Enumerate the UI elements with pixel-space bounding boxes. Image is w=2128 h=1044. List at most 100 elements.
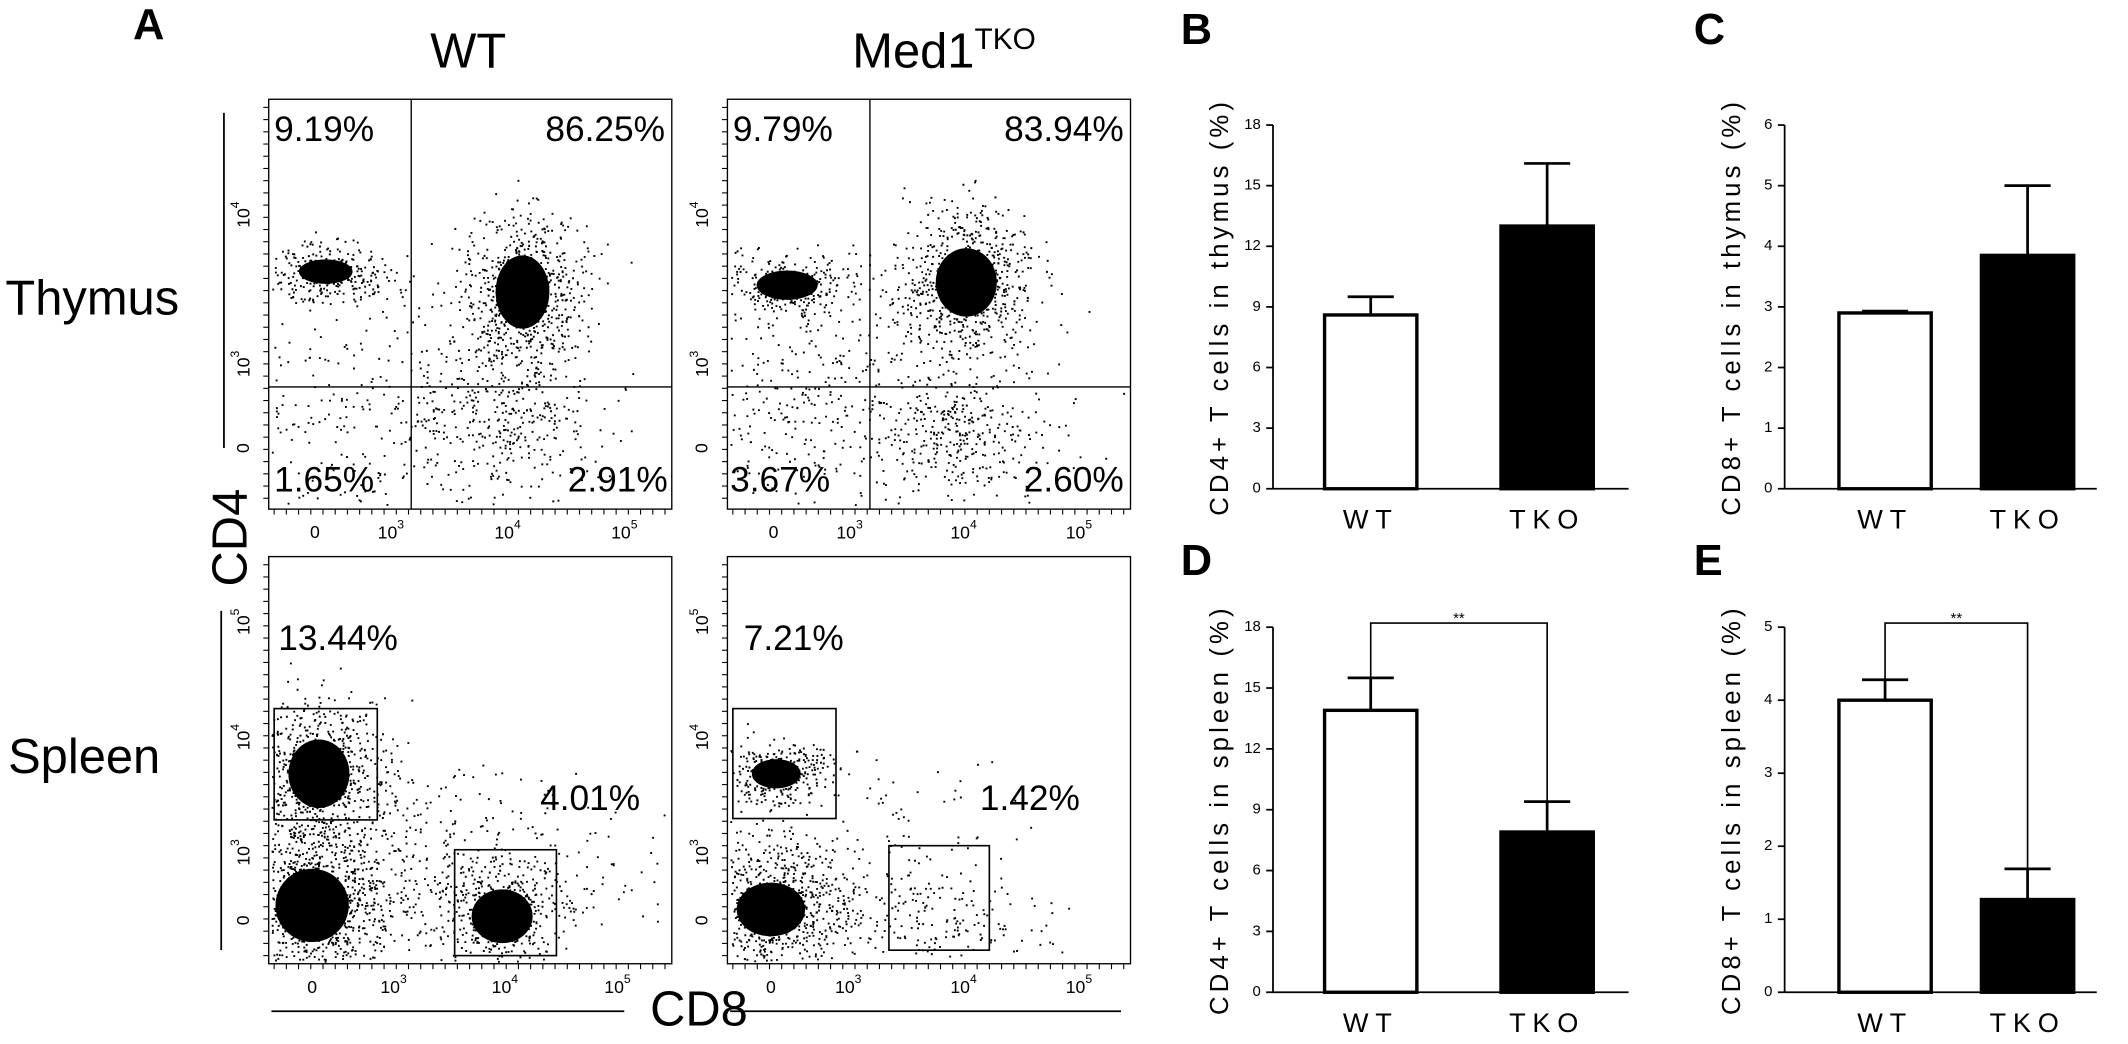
- y-tick-label: 6: [1252, 358, 1260, 375]
- significance: **: [1951, 610, 1963, 627]
- tick-exp: 3: [228, 839, 242, 846]
- tick-label: 104: [494, 518, 521, 543]
- y-tick-label: 1: [1764, 910, 1772, 927]
- tick-exp: 4: [687, 724, 701, 731]
- tick-base: 10: [380, 977, 400, 997]
- tick-exp: 3: [687, 839, 701, 846]
- bar: [1979, 253, 2076, 491]
- bar: [1837, 698, 1933, 994]
- header-text: Med1: [852, 24, 974, 78]
- tick-base: 10: [692, 357, 712, 377]
- y-tick-label: 0: [1252, 983, 1260, 1000]
- tick-exp: 4: [511, 972, 518, 986]
- cell-dots: [271, 662, 666, 963]
- tick-label: 105: [687, 608, 712, 635]
- tick-label: 104: [687, 201, 712, 228]
- tick-exp: 5: [1085, 972, 1092, 986]
- significance: **: [1453, 610, 1465, 627]
- category-label: TKO: [1990, 1007, 2066, 1038]
- tick-base: 10: [692, 208, 712, 228]
- plot-frame: [268, 98, 673, 510]
- column-header: Med1TKO: [852, 23, 1036, 79]
- tick-base: 10: [1066, 977, 1086, 997]
- significance-bracket: [1369, 622, 1548, 802]
- y-tick-label: 18: [1244, 116, 1261, 133]
- y-tick-label: 4: [1764, 237, 1772, 254]
- y-tick-label: 6: [1764, 116, 1772, 133]
- tick-label: 0: [769, 522, 779, 542]
- y-tick-label: 12: [1244, 740, 1261, 757]
- tick-exp: 5: [228, 608, 242, 615]
- tick-label: 103: [380, 972, 407, 997]
- tick-base: 10: [950, 522, 970, 542]
- axis-label: CD4: [203, 489, 257, 587]
- percentage: 9.19%: [274, 110, 374, 149]
- bar: [1499, 830, 1595, 994]
- tick-exp: 4: [228, 201, 242, 208]
- y-tick-label: 4: [1764, 691, 1772, 708]
- percentage: 86.25%: [545, 110, 665, 149]
- category-label: WT: [1343, 503, 1399, 534]
- tick-base: 10: [1066, 522, 1086, 542]
- tick-base: 10: [692, 615, 712, 635]
- error-bar: [1862, 678, 1909, 701]
- gate: [888, 844, 991, 951]
- tick-label: 103: [836, 518, 863, 543]
- percentage: 2.60%: [1024, 460, 1124, 499]
- tick-exp: 3: [397, 518, 404, 532]
- tick-exp: 4: [970, 972, 977, 986]
- tick-base: 10: [492, 977, 512, 997]
- y-tick-label: 12: [1244, 237, 1261, 254]
- tick-label: 0: [233, 915, 253, 925]
- tick-base: 10: [692, 731, 712, 751]
- tick-exp: 4: [228, 724, 242, 731]
- y-tick-label: 0: [1252, 480, 1260, 497]
- tick-label: 0: [692, 443, 712, 453]
- y-tick-label: 5: [1764, 177, 1772, 194]
- column-header: WT: [430, 24, 506, 78]
- y-tick-label: 6: [1252, 861, 1260, 878]
- tick-base: 10: [233, 846, 253, 866]
- percentage: 7.21%: [744, 619, 844, 658]
- percentage: 83.94%: [1004, 110, 1124, 149]
- axis-label: CD8: [650, 983, 748, 1037]
- percentage: 3.67%: [730, 460, 830, 499]
- tick-exp: 5: [687, 608, 701, 615]
- error-bar: [1347, 676, 1394, 711]
- tick-base: 10: [836, 522, 856, 542]
- y-tick-label: 9: [1252, 801, 1260, 818]
- y-axis-label: CD4+ T cells in thymus (%): [1206, 98, 1234, 516]
- tick-label: 103: [687, 839, 712, 866]
- category-label: WT: [1343, 1007, 1399, 1038]
- tick-label: 104: [492, 972, 519, 997]
- error-bar: [2004, 867, 2051, 900]
- tick-label: 103: [228, 350, 253, 377]
- bar: [1979, 897, 2076, 994]
- tick-label: 0: [310, 522, 320, 542]
- tick-label: 105: [1066, 972, 1093, 997]
- tick-exp: 5: [631, 518, 638, 532]
- tick-label: 104: [950, 972, 977, 997]
- row-label: Spleen: [8, 730, 160, 784]
- category-label: TKO: [1509, 503, 1585, 534]
- tick-exp: 5: [1085, 518, 1092, 532]
- tick-exp: 4: [687, 201, 701, 208]
- tick-base: 10: [835, 977, 855, 997]
- percentage: 13.44%: [278, 619, 398, 658]
- y-tick-label: 5: [1764, 618, 1772, 635]
- cell-cloud: [935, 248, 997, 317]
- y-tick-label: 3: [1764, 764, 1772, 781]
- tick-exp: 3: [400, 972, 407, 986]
- tick-label: 0: [766, 977, 776, 997]
- y-tick-label: 2: [1764, 837, 1772, 854]
- tick-label: 103: [378, 518, 405, 543]
- error-bar: [2004, 184, 2051, 256]
- cell-cloud: [756, 270, 818, 300]
- panel-label: E: [1694, 537, 1723, 585]
- percentage: 4.01%: [540, 779, 640, 818]
- tick-label: 104: [950, 518, 977, 543]
- header-sup: TKO: [974, 23, 1035, 56]
- error-bar: [1347, 295, 1394, 315]
- bar: [1499, 224, 1595, 491]
